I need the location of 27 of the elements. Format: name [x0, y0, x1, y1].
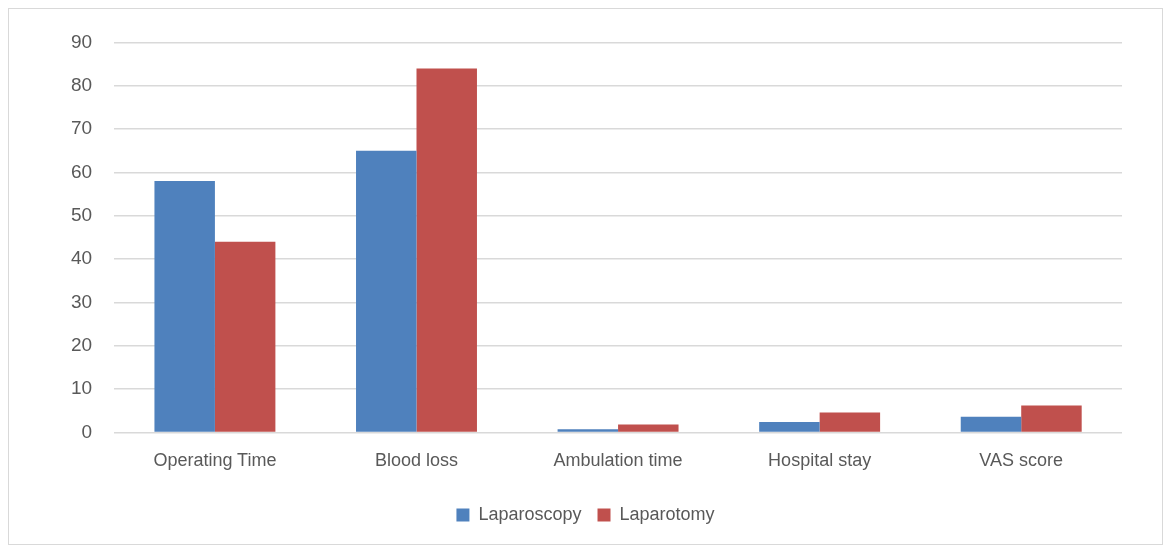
y-tick-label: 10: [70, 377, 93, 399]
bar: [960, 416, 1022, 432]
bar: [618, 424, 679, 432]
legend-label: Laparotomy: [619, 503, 715, 524]
bar: [356, 150, 417, 432]
x-tick-label: Operating Time: [153, 450, 277, 471]
bar: [819, 412, 881, 432]
y-tick-label: 80: [70, 73, 93, 95]
y-tick-label: 20: [70, 333, 93, 355]
x-tick-label: Blood loss: [374, 450, 459, 471]
bar: [1021, 405, 1082, 432]
y-tick-label: 30: [70, 290, 93, 312]
y-tick-label: 90: [70, 30, 93, 52]
x-tick-label: Ambulation time: [553, 450, 683, 471]
bar: [416, 68, 477, 432]
y-tick-label: 60: [70, 160, 93, 182]
legend-label: Laparoscopy: [478, 503, 582, 524]
y-tick-label: 40: [70, 247, 93, 269]
bar: [214, 241, 276, 432]
bar: [557, 429, 619, 432]
y-tick-label: 0: [81, 420, 93, 442]
x-tick-label: Hospital stay: [768, 450, 872, 471]
bar: [154, 181, 215, 432]
x-tick-label: VAS score: [979, 450, 1064, 471]
y-tick-label: 50: [70, 203, 93, 225]
bar: [759, 422, 820, 432]
y-tick-label: 70: [70, 117, 93, 139]
